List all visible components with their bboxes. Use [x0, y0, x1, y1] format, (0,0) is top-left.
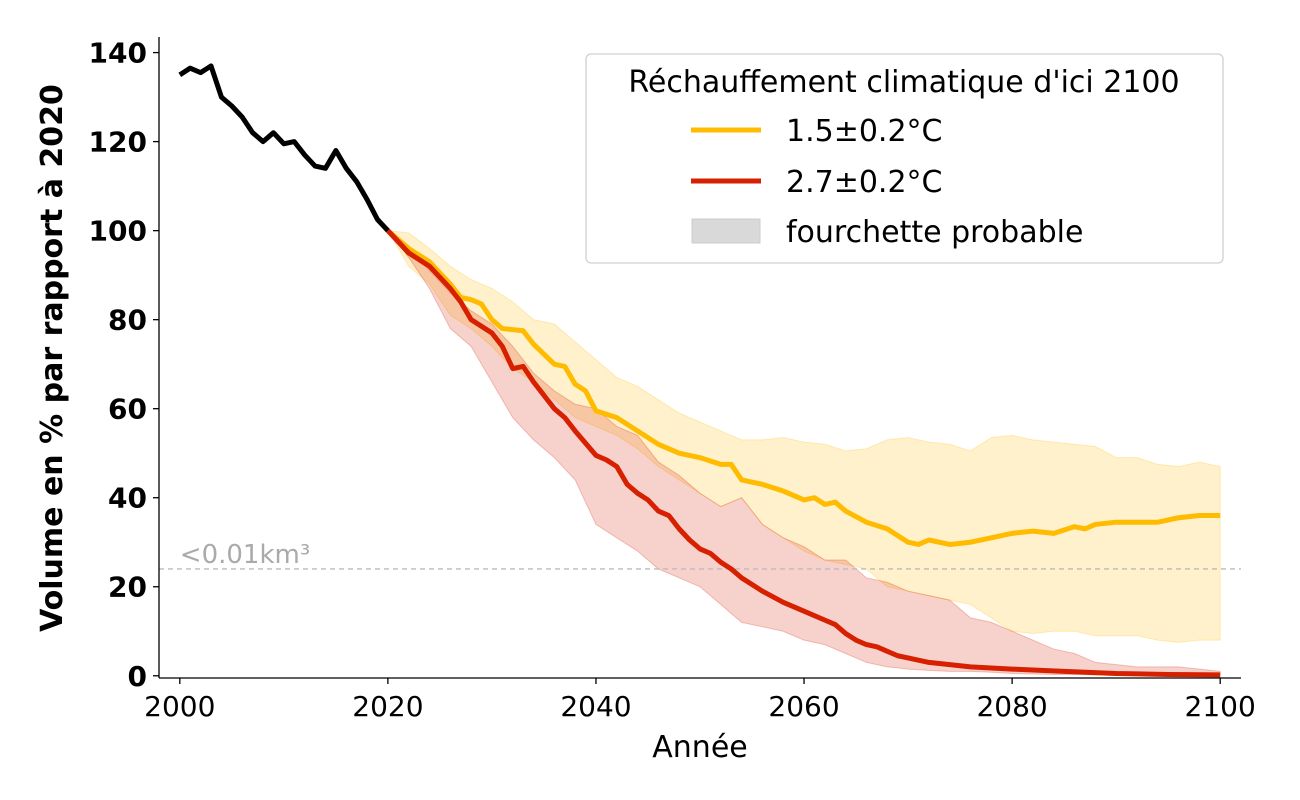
y-tick-label: 40 — [108, 482, 147, 515]
x-tick-label: 2080 — [976, 690, 1047, 723]
y-tick-label: 100 — [89, 215, 147, 248]
legend: Réchauffement climatique d'ici 2100 1.5±… — [585, 53, 1224, 264]
range-band-1.5±0.2°C — [386, 230, 1221, 643]
series-line-1.5±0.2°C — [386, 228, 1221, 547]
historical-line — [178, 63, 390, 233]
x-axis-label: Année — [652, 730, 747, 765]
x-tick-label: 2020 — [352, 690, 423, 723]
series-line-2.7±0.2°C — [386, 228, 1221, 678]
legend-box — [585, 53, 1224, 264]
x-tick-label: 2100 — [1185, 690, 1256, 723]
legend-title: Réchauffement climatique d'ici 2100 — [628, 65, 1179, 100]
legend-entry-2.7: 2.7±0.2°C — [786, 165, 943, 200]
axes: 2000 2020 2040 2060 2080 21000204060801001201… — [89, 37, 1256, 723]
threshold-label: <0.01km³ — [180, 540, 310, 570]
series-lines — [178, 63, 1221, 678]
legend-entry-1.5: 1.5±0.2°C — [786, 114, 943, 149]
x-tick-label: 2060 — [768, 690, 839, 723]
x-tick-label: 2000 — [144, 690, 215, 723]
y-tick-label: 120 — [89, 126, 147, 159]
y-tick-label: 0 — [128, 660, 147, 693]
y-tick-label: 140 — [89, 37, 147, 70]
y-tick-label: 20 — [108, 571, 147, 604]
legend-swatch-range — [691, 218, 761, 244]
y-axis-label: Volume en % par rapport à 2020 — [35, 84, 70, 632]
x-tick-label: 2040 — [560, 690, 631, 723]
legend-entry-range: fourchette probable — [786, 215, 1083, 250]
y-tick-label: 60 — [108, 393, 147, 426]
y-tick-label: 80 — [108, 304, 147, 337]
